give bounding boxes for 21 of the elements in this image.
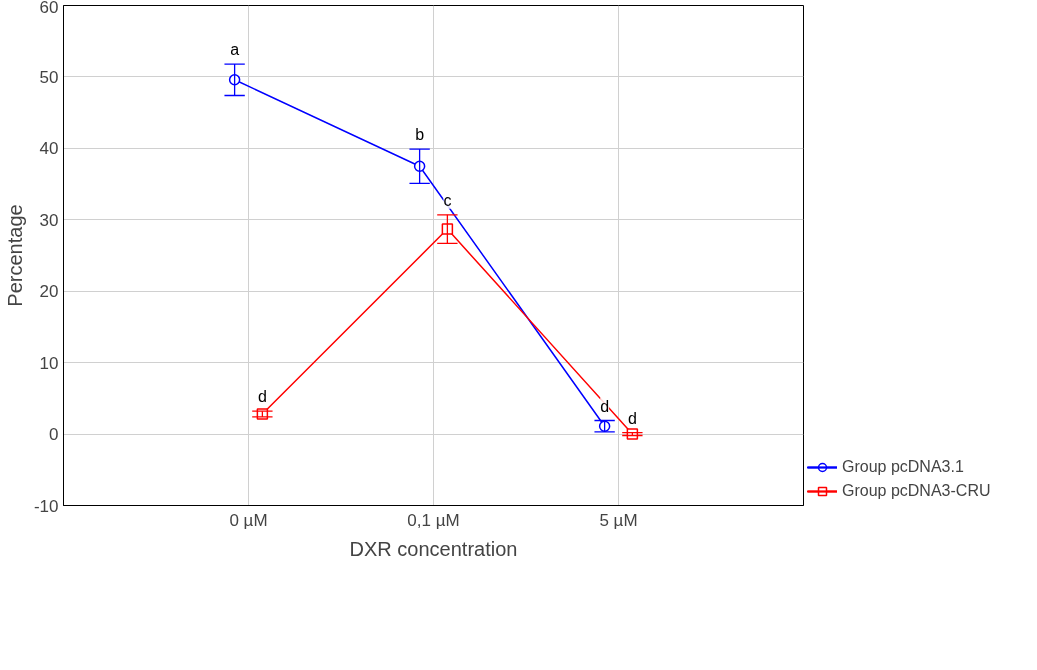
annotation: c [443, 191, 452, 209]
y-tick-label: 60 [39, 0, 59, 17]
annotation: d [257, 388, 267, 406]
x-tick-label: 0 µM [229, 510, 268, 530]
y-tick-label: 30 [39, 210, 59, 230]
x-tick-label: 0,1 µM [407, 510, 460, 530]
y-axis-title: Percentage [3, 204, 26, 307]
y-tick-label: 20 [39, 282, 59, 302]
annotation: d [627, 409, 637, 427]
annotation: d [600, 397, 610, 415]
legend-label: Group pcDNA3-CRU [842, 482, 991, 500]
y-tick-label: 40 [39, 139, 59, 159]
y-tick-label: 50 [39, 67, 59, 87]
x-axis-title: DXR concentration [349, 537, 518, 560]
x-tick-label: 5 µM [599, 510, 638, 530]
y-tick-label: 0 [49, 425, 59, 445]
y-tick-label: -10 [33, 496, 59, 516]
legend-label: Group pcDNA3.1 [842, 458, 964, 476]
annotation: a [230, 41, 240, 59]
y-tick-label: 10 [39, 353, 59, 373]
annotation: b [415, 126, 425, 144]
